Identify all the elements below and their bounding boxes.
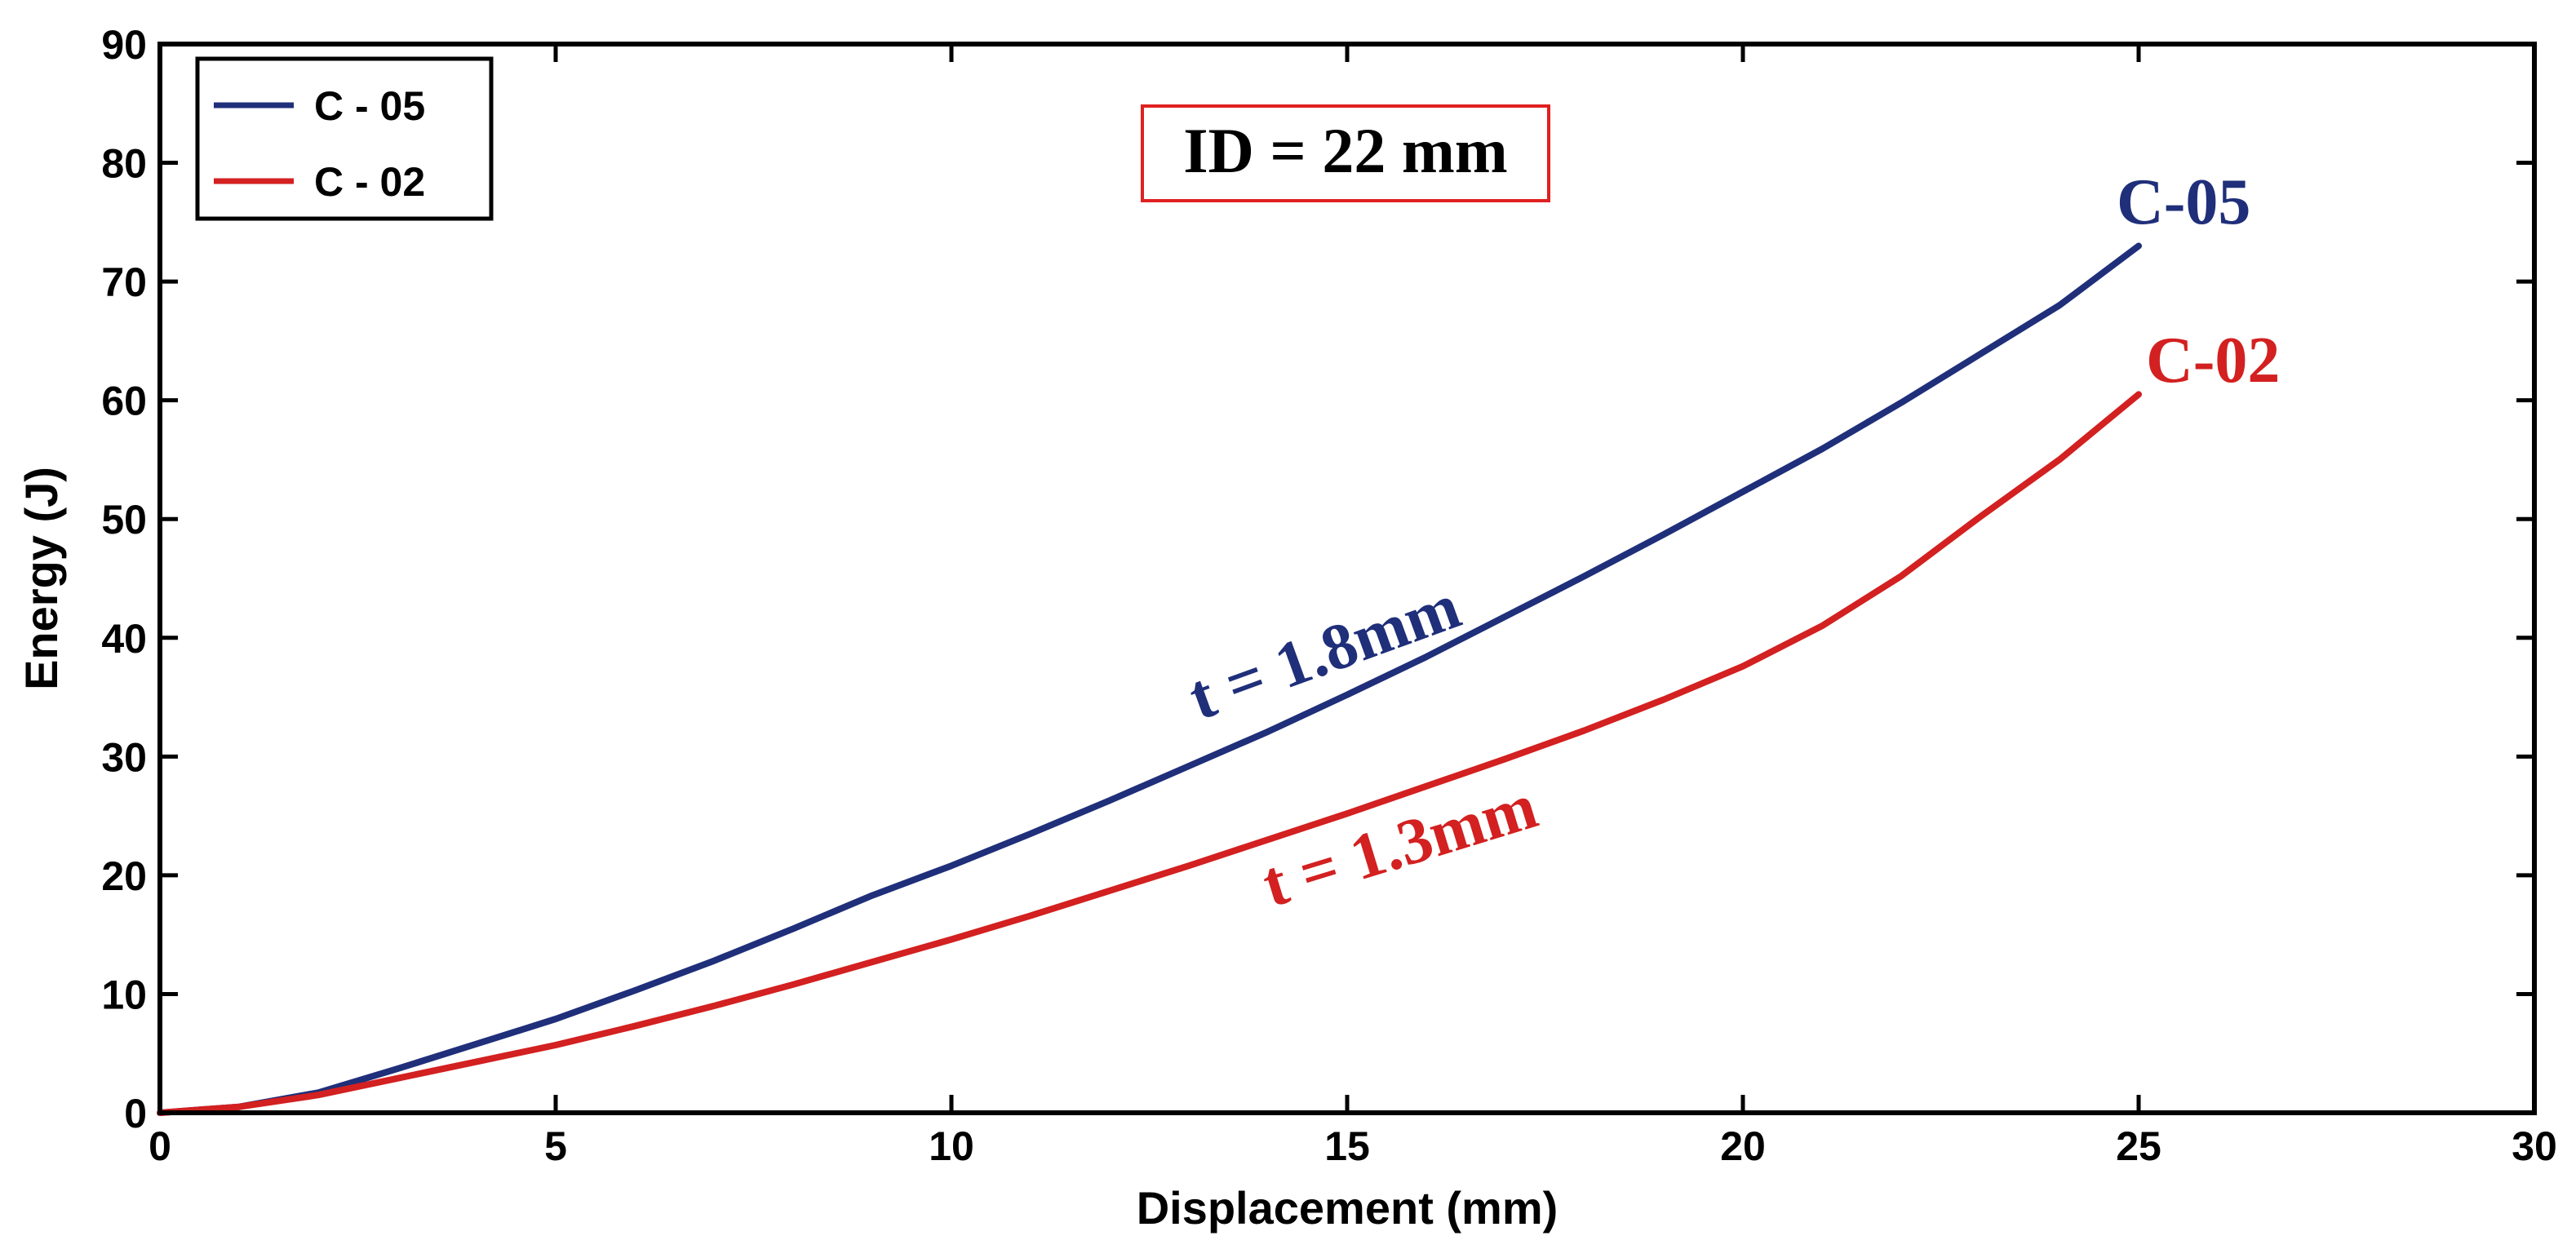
x-tick-label: 5: [544, 1123, 567, 1169]
tick-layer: 0 5 10 15 20 25 30 0 10 20 30 40 50 60 70 80 90: [101, 22, 2556, 1169]
x-tick-label: 15: [1324, 1123, 1370, 1169]
legend: C - 05 C - 02: [195, 56, 494, 221]
y-tick-label: 90: [101, 22, 147, 68]
legend-box: [195, 56, 494, 221]
series-layer: [157, 242, 2142, 1116]
legend-label-c02: C - 02: [314, 159, 425, 205]
x-axis-title: Displacement (mm): [1137, 1182, 1558, 1234]
annotation-box-border: [1141, 104, 1550, 202]
y-tick-label: 0: [124, 1091, 147, 1136]
x-tick-label: 0: [149, 1123, 171, 1169]
series-line-c-02: [157, 391, 2142, 1116]
y-tick-label: 50: [101, 497, 147, 543]
y-tick-label: 10: [101, 972, 147, 1017]
x-tick-label: 30: [2512, 1123, 2557, 1169]
legend-label-c05: C - 05: [314, 83, 425, 129]
plot-frame: [157, 42, 2537, 1115]
annotation-text: ID = 22 mm: [1183, 115, 1508, 186]
y-tick-label: 30: [101, 734, 147, 780]
x-tick-label: 20: [1720, 1123, 1766, 1169]
y-tick-label: 60: [101, 379, 147, 424]
x-tick-label: 25: [2116, 1123, 2161, 1169]
annotation-box: ID = 22 mm: [1141, 104, 1550, 202]
y-tick-label: 40: [101, 616, 147, 662]
series-line-c-05: [157, 242, 2142, 1116]
series-end-label-c05: C-05: [2117, 166, 2250, 238]
x-tick-label: 10: [929, 1123, 974, 1169]
y-axis-title: Energy (J): [16, 467, 67, 690]
y-tick-label: 80: [101, 141, 147, 187]
y-tick-label: 70: [101, 259, 147, 305]
series-end-label-c02: C-02: [2146, 325, 2280, 396]
y-tick-label: 20: [101, 853, 147, 899]
